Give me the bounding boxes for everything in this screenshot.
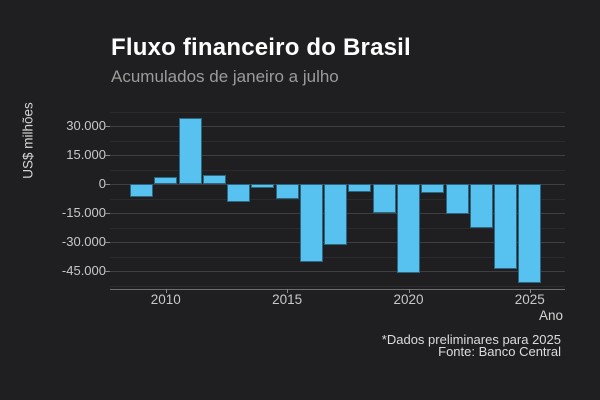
bar-2020 bbox=[397, 184, 420, 274]
bar-2018 bbox=[348, 184, 372, 193]
x-tick-mark bbox=[408, 289, 410, 293]
bar-2016 bbox=[299, 184, 323, 262]
bar-2013 bbox=[227, 184, 251, 202]
gridline-minor bbox=[110, 169, 565, 171]
bar-2011 bbox=[178, 117, 202, 185]
gridline-minor bbox=[110, 256, 565, 258]
y-tick-label: 0 bbox=[98, 176, 106, 192]
x-tick-label: 2015 bbox=[272, 292, 303, 307]
chart-title: Fluxo financeiro do Brasil bbox=[111, 34, 411, 61]
bar-2017 bbox=[324, 184, 348, 245]
y-tick-label: -45.000 bbox=[61, 263, 106, 279]
y-tick-mark bbox=[105, 271, 110, 273]
bar-2010 bbox=[154, 176, 178, 185]
y-tick-label: 15.000 bbox=[66, 147, 106, 163]
y-tick-mark bbox=[105, 242, 110, 244]
bar-2022 bbox=[445, 184, 469, 215]
y-tick-mark bbox=[105, 155, 110, 157]
x-axis-line bbox=[110, 289, 565, 290]
x-axis-title: Ano bbox=[538, 308, 563, 323]
plot-panel bbox=[110, 108, 565, 289]
caption-source: Fonte: Banco Central bbox=[438, 343, 561, 359]
y-tick-mark bbox=[105, 126, 110, 128]
y-tick-mark bbox=[105, 213, 110, 215]
gridline-minor bbox=[110, 285, 565, 287]
x-tick-mark bbox=[165, 289, 167, 293]
y-tick-label: 30.000 bbox=[66, 118, 106, 134]
y-tick-label: -30.000 bbox=[61, 234, 106, 250]
y-tick-mark bbox=[105, 184, 110, 186]
x-tick-mark bbox=[529, 289, 531, 293]
gridline-major bbox=[110, 155, 565, 157]
bar-2009 bbox=[130, 184, 153, 197]
gridline-major bbox=[110, 126, 565, 128]
caption-note: *Dados preliminares para 2025 bbox=[381, 332, 561, 347]
bar-2019 bbox=[372, 184, 396, 213]
bar-2021 bbox=[421, 184, 445, 193]
bar-2012 bbox=[202, 175, 226, 185]
y-tick-label: -15.000 bbox=[61, 205, 106, 221]
bar-2015 bbox=[275, 184, 299, 200]
gridline-minor bbox=[110, 140, 565, 142]
x-tick-mark bbox=[287, 289, 289, 293]
x-tick-label: 2010 bbox=[150, 292, 181, 307]
gridline-major bbox=[110, 271, 565, 273]
bar-2024 bbox=[494, 184, 518, 270]
bar-2023 bbox=[469, 184, 493, 229]
x-tick-label: 2020 bbox=[393, 292, 424, 307]
gridline-minor bbox=[110, 111, 565, 113]
caption: *Dados preliminares para 2025 Fonte: Ban… bbox=[381, 332, 561, 359]
bar-2014 bbox=[251, 184, 275, 189]
x-tick-label: 2025 bbox=[514, 292, 545, 307]
chart-subtitle: Acumulados de janeiro a julho bbox=[111, 67, 339, 86]
bar-2025 bbox=[518, 184, 542, 283]
